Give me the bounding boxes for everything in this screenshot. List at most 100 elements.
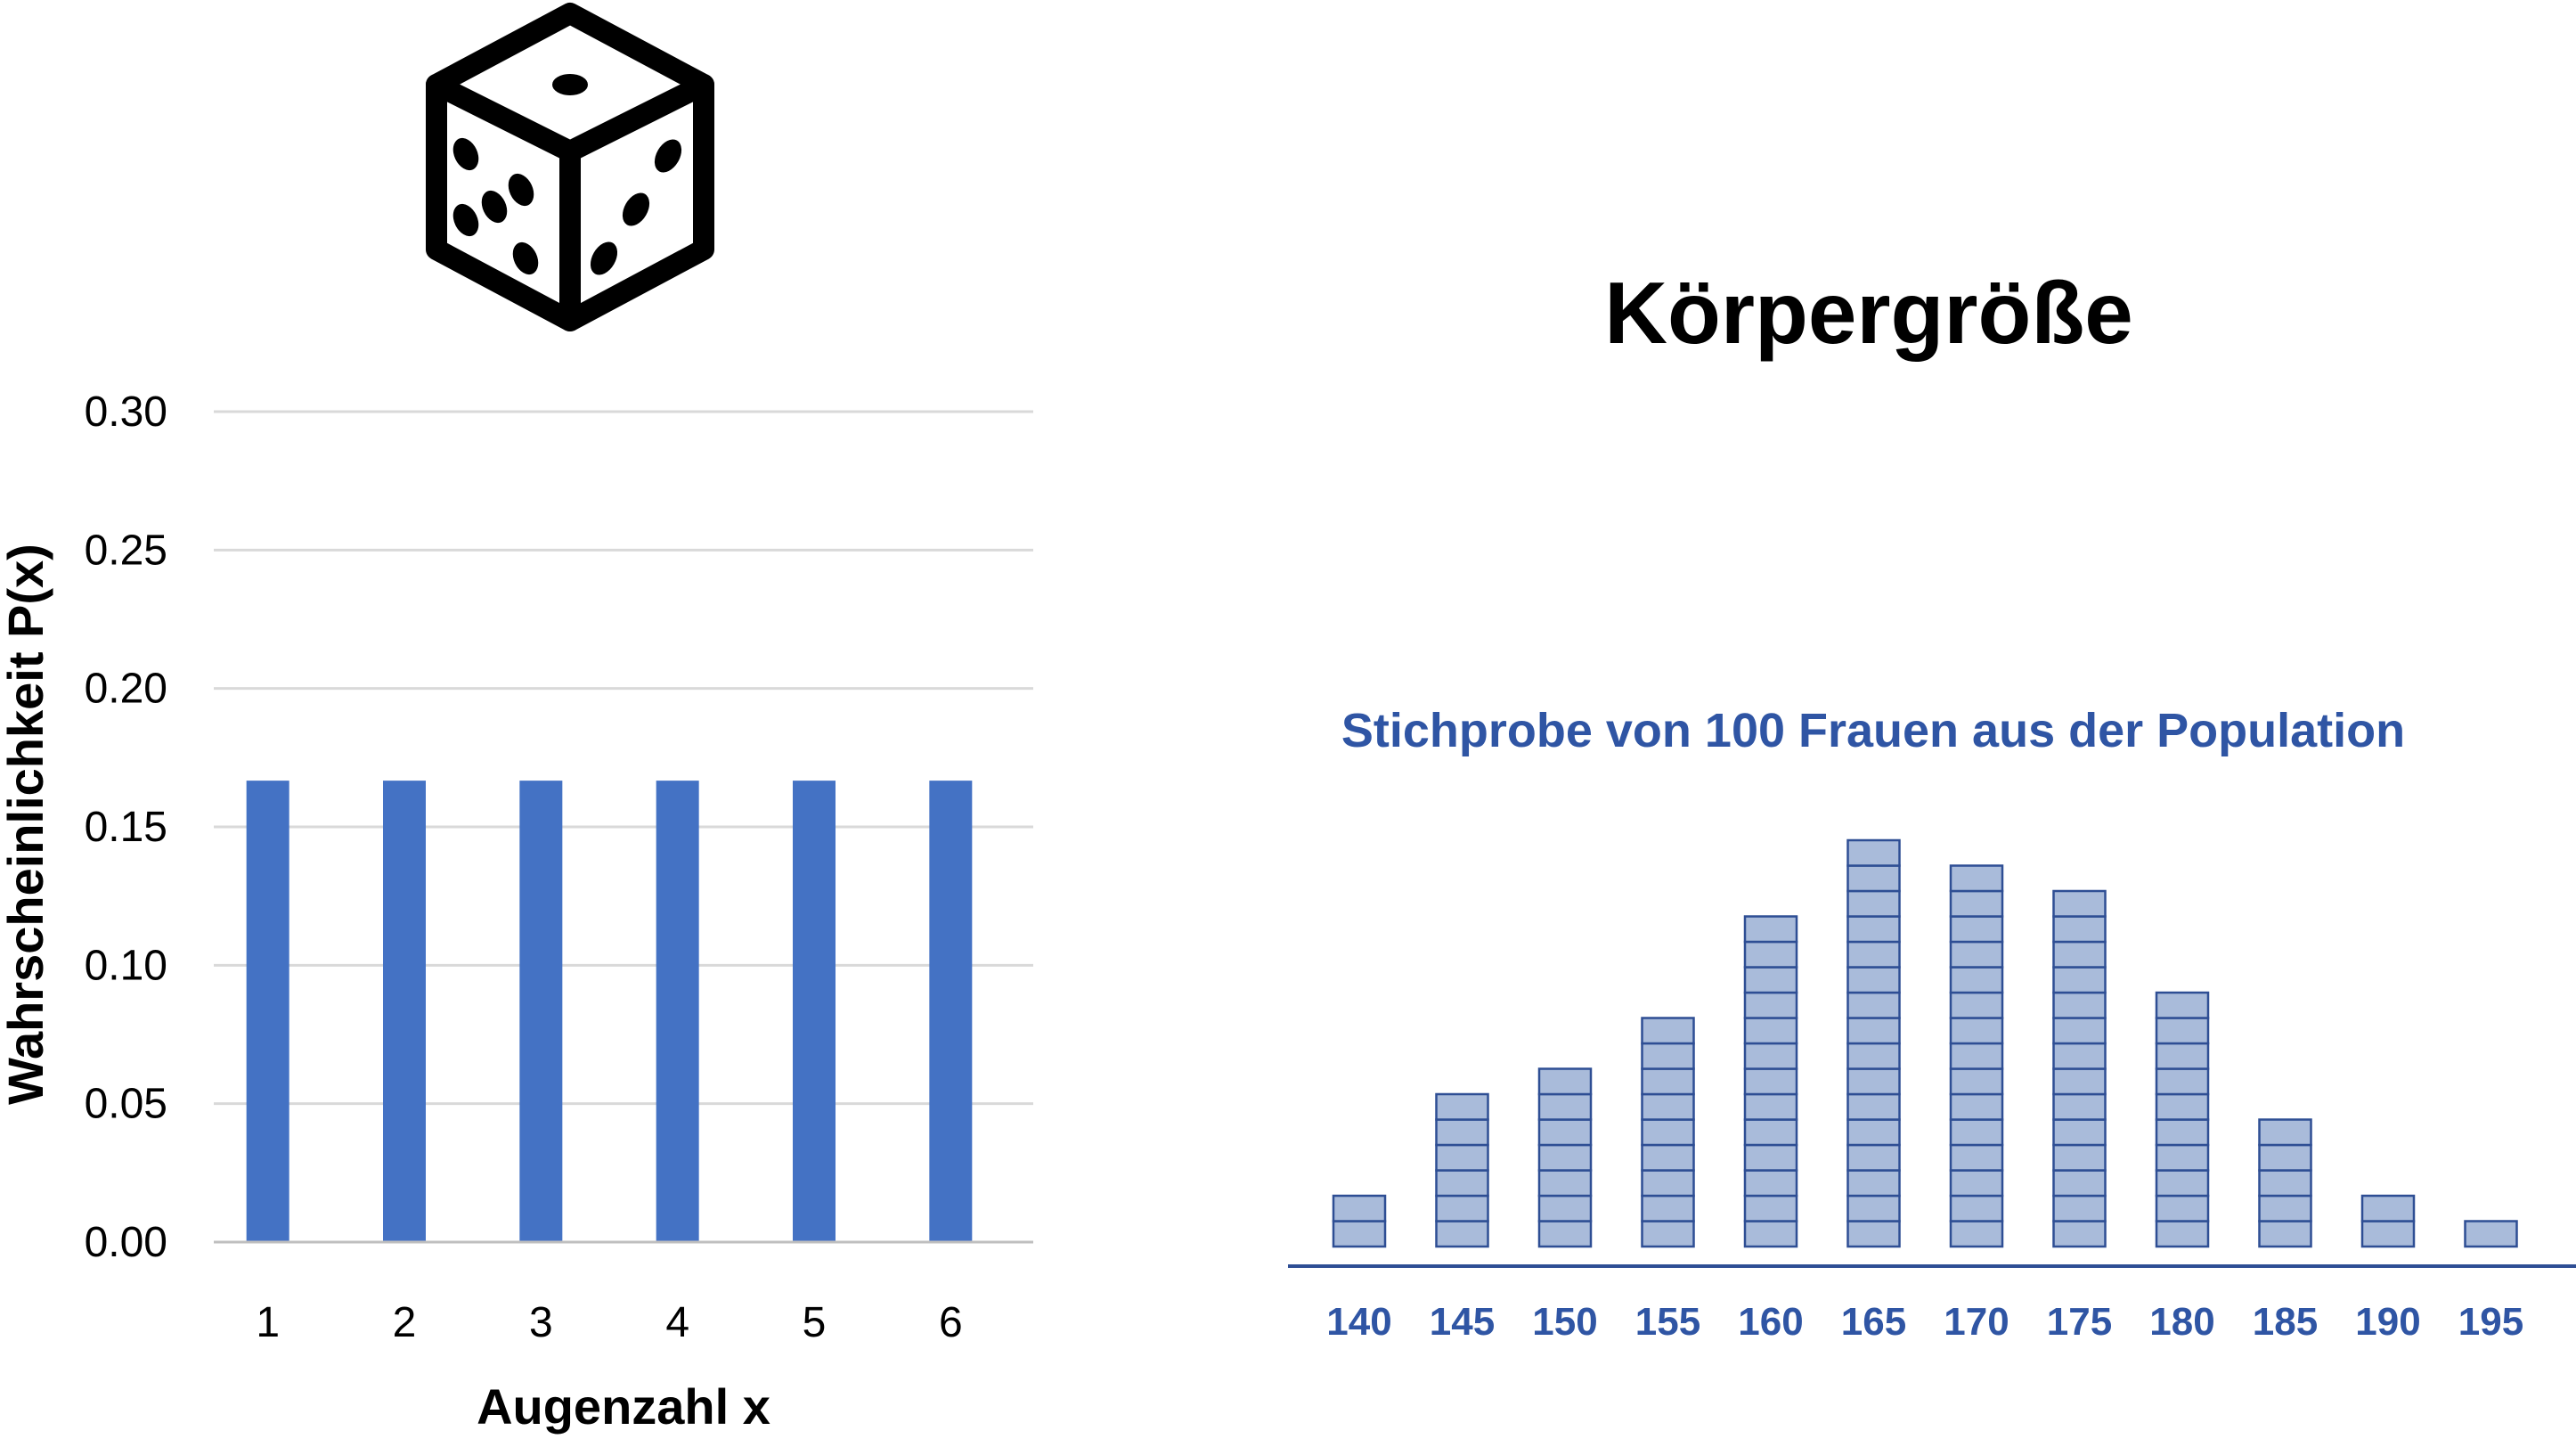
histogram-block: [1332, 1220, 1387, 1248]
x-tick-label: 3: [529, 1299, 553, 1346]
histogram-block: [1949, 1067, 2004, 1096]
histogram-block: [2052, 1067, 2107, 1096]
y-tick-label: 0.00: [85, 1219, 167, 1266]
histogram-block: [2258, 1220, 2312, 1248]
histogram-block: [1846, 1169, 1901, 1198]
x-axis-title: Augenzahl x: [477, 1378, 770, 1435]
histogram-block: [1949, 915, 2004, 944]
histogram-block: [1949, 1042, 2004, 1070]
histogram-block: [1743, 991, 1798, 1019]
histogram-block: [1846, 1143, 1901, 1172]
histogram-block: [2258, 1194, 2312, 1222]
histogram-block: [1537, 1169, 1593, 1198]
bar-6: [929, 781, 973, 1242]
histogram-block: [1435, 1220, 1489, 1248]
chart-subtitle: Stichprobe von 100 Frauen aus der Popula…: [1341, 704, 2405, 757]
histogram-x-tick-label: 150: [1532, 1300, 1597, 1344]
histogram-block: [1641, 1067, 1695, 1096]
histogram-column-180: [2155, 991, 2210, 1248]
histogram-x-tick-label: 170: [1944, 1300, 2009, 1344]
histogram-block: [1435, 1118, 1489, 1147]
bar-1: [246, 781, 289, 1242]
die-icon: [426, 3, 714, 331]
histogram-block: [1949, 940, 2004, 969]
histogram-block: [1641, 1143, 1695, 1172]
y-tick-label: 0.15: [85, 804, 167, 851]
histogram-block: [2052, 915, 2107, 944]
histogram-x-tick-label: 180: [2149, 1300, 2214, 1344]
histogram-block: [1743, 1118, 1798, 1147]
histogram-block: [2052, 889, 2107, 918]
x-tick-label: 1: [256, 1299, 280, 1346]
histogram-block: [2258, 1169, 2312, 1198]
histogram-block: [1949, 1092, 2004, 1121]
histogram-column-150: [1537, 1067, 1593, 1248]
histogram-block: [2258, 1118, 2312, 1147]
histogram-x-tick-label: 190: [2355, 1300, 2420, 1344]
histogram-block: [1641, 1194, 1695, 1222]
histogram-block: [1846, 1118, 1901, 1147]
histogram-block: [2258, 1143, 2312, 1172]
histogram-block: [1846, 991, 1901, 1019]
histogram-block: [1846, 1067, 1901, 1096]
chart-title: Körpergröße: [1604, 264, 2133, 362]
histogram-block: [2052, 966, 2107, 994]
histogram-block: [1641, 1017, 1695, 1045]
histogram-block: [1641, 1169, 1695, 1198]
histogram-block: [2155, 1143, 2210, 1172]
histogram-block: [2052, 991, 2107, 1019]
histogram-block: [2052, 1220, 2107, 1248]
histogram-column-175: [2052, 889, 2107, 1248]
histogram-block: [2464, 1220, 2518, 1248]
histogram-block: [1949, 864, 2004, 893]
histogram-block: [1846, 1042, 1901, 1070]
histogram-block: [2052, 1169, 2107, 1198]
histogram-block: [1949, 1118, 2004, 1147]
histogram-x-tick-label: 145: [1430, 1300, 1495, 1344]
histogram-block: [1537, 1067, 1593, 1096]
histogram-block: [1846, 940, 1901, 969]
bar-2: [383, 781, 426, 1242]
bar-3: [519, 781, 563, 1242]
histogram-block: [1949, 1017, 2004, 1045]
histogram-x-tick-label: 175: [2047, 1300, 2112, 1344]
histogram-block: [1641, 1118, 1695, 1147]
histogram-block: [2052, 1042, 2107, 1070]
histogram-block: [2360, 1220, 2416, 1248]
histogram-block: [1743, 1067, 1798, 1096]
histogram-block: [1743, 1017, 1798, 1045]
x-tick-label: 2: [393, 1299, 417, 1346]
histogram-block: [1332, 1194, 1387, 1222]
histogram-block: [1949, 1220, 2004, 1248]
histogram-block: [2052, 1143, 2107, 1172]
histogram-block: [1435, 1143, 1489, 1172]
histogram-block: [1435, 1194, 1489, 1222]
x-tick-label: 5: [803, 1299, 827, 1346]
y-tick-label: 0.10: [85, 942, 167, 989]
histogram-x-tick-label: 160: [1738, 1300, 1803, 1344]
histogram-block: [1846, 1017, 1901, 1045]
histogram-block: [1743, 1092, 1798, 1121]
histogram-column-160: [1743, 915, 1798, 1248]
histogram-block: [2155, 1118, 2210, 1147]
histogram-block: [1846, 889, 1901, 918]
histogram-block: [1537, 1092, 1593, 1121]
histogram-block: [2052, 1017, 2107, 1045]
histogram-block: [1846, 1092, 1901, 1121]
histogram-block: [1743, 1220, 1798, 1248]
histogram-column-170: [1949, 864, 2004, 1248]
histogram-block: [1641, 1092, 1695, 1121]
histogram-x-tick-label: 165: [1841, 1300, 1906, 1344]
histogram-column-145: [1435, 1092, 1489, 1248]
histogram-column-165: [1846, 838, 1901, 1248]
histogram-block: [1949, 991, 2004, 1019]
histogram-block: [2155, 1194, 2210, 1222]
histogram-block: [1743, 940, 1798, 969]
histogram-block: [1743, 1194, 1798, 1222]
histogram-block: [2052, 1092, 2107, 1121]
histogram-block: [2155, 1220, 2210, 1248]
histogram-block: [2155, 991, 2210, 1019]
histogram-column-195: [2464, 1220, 2518, 1248]
histogram-block: [1641, 1220, 1695, 1248]
histogram-column-155: [1641, 1017, 1695, 1248]
